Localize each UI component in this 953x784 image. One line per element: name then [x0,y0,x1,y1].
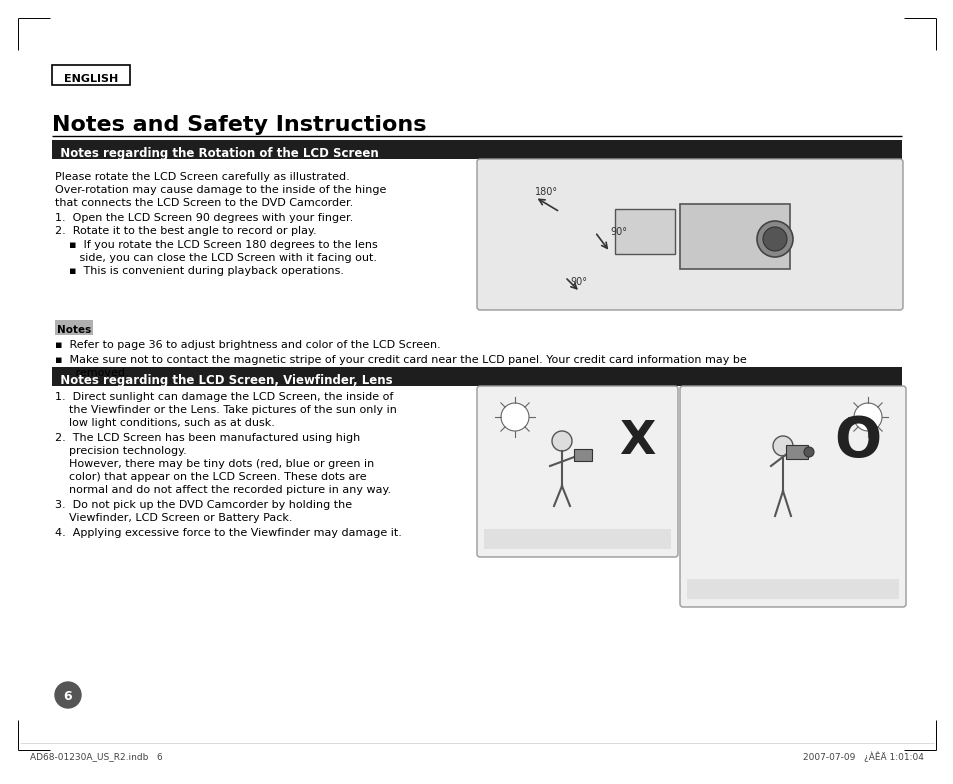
Circle shape [757,221,792,257]
Text: 1.  Open the LCD Screen 90 degrees with your finger.: 1. Open the LCD Screen 90 degrees with y… [55,213,353,223]
Text: 180°: 180° [535,187,558,197]
Text: 1.  Direct sunlight can damage the LCD Screen, the inside of: 1. Direct sunlight can damage the LCD Sc… [55,392,393,402]
Text: AD68-01230A_US_R2.indb   6: AD68-01230A_US_R2.indb 6 [30,752,163,761]
FancyBboxPatch shape [476,159,902,310]
Bar [679,204,789,269]
Text: 2.  The LCD Screen has been manufactured using high: 2. The LCD Screen has been manufactured … [55,433,360,443]
Text: Notes regarding the LCD Screen, Viewfinder, Lens: Notes regarding the LCD Screen, Viewfind… [52,373,393,387]
Text: precision technology.: precision technology. [69,446,187,456]
Text: the Viewfinder or the Lens. Take pictures of the sun only in: the Viewfinder or the Lens. Take picture… [69,405,396,415]
Text: ▪  Refer to page 36 to adjust brightness and color of the LCD Screen.: ▪ Refer to page 36 to adjust brightness … [55,340,440,350]
Circle shape [803,447,813,457]
Text: color) that appear on the LCD Screen. These dots are: color) that appear on the LCD Screen. Th… [69,472,366,482]
Text: low light conditions, such as at dusk.: low light conditions, such as at dusk. [69,418,274,428]
Text: However, there may be tiny dots (red, blue or green in: However, there may be tiny dots (red, bl… [69,459,374,469]
Bar [785,445,807,459]
Bar [686,579,898,599]
FancyBboxPatch shape [679,386,905,607]
Circle shape [772,436,792,456]
Circle shape [762,227,786,251]
Text: Viewfinder, LCD Screen or Battery Pack.: Viewfinder, LCD Screen or Battery Pack. [69,513,293,523]
Text: Over-rotation may cause damage to the inside of the hinge: Over-rotation may cause damage to the in… [55,185,386,195]
Text: 2.  Rotate it to the best angle to record or play.: 2. Rotate it to the best angle to record… [55,226,316,236]
Bar [55,320,92,335]
Text: 6: 6 [64,691,72,703]
FancyBboxPatch shape [476,386,678,557]
Text: removed.: removed. [65,368,129,378]
Text: Notes regarding the Rotation of the LCD Screen: Notes regarding the Rotation of the LCD … [52,147,378,159]
Circle shape [552,431,572,451]
Text: O: O [834,414,881,468]
Text: 4.  Applying excessive force to the Viewfinder may damage it.: 4. Applying excessive force to the Viewf… [55,528,401,538]
Bar [52,367,901,386]
Circle shape [853,403,882,431]
Text: 2007-07-09   ¿ÀÊÄ 1:01:04: 2007-07-09 ¿ÀÊÄ 1:01:04 [802,752,923,763]
Text: that connects the LCD Screen to the DVD Camcorder.: that connects the LCD Screen to the DVD … [55,198,353,208]
Text: 90°: 90° [569,277,586,287]
Circle shape [500,403,529,431]
Text: ▪  Make sure not to contact the magnetic stripe of your credit card near the LCD: ▪ Make sure not to contact the magnetic … [55,355,746,365]
Text: Notes and Safety Instructions: Notes and Safety Instructions [52,115,426,135]
Text: Please rotate the LCD Screen carefully as illustrated.: Please rotate the LCD Screen carefully a… [55,172,350,182]
Text: normal and do not affect the recorded picture in any way.: normal and do not affect the recorded pi… [69,485,391,495]
Bar [52,140,901,159]
Bar [615,209,675,254]
Text: ENGLISH: ENGLISH [64,74,118,84]
Bar [483,529,670,549]
Text: ▪  If you rotate the LCD Screen 180 degrees to the lens: ▪ If you rotate the LCD Screen 180 degre… [69,240,377,250]
Text: ▪  This is convenient during playback operations.: ▪ This is convenient during playback ope… [69,266,344,276]
Bar [574,449,592,461]
Text: Notes: Notes [57,325,91,335]
Text: 90°: 90° [609,227,626,237]
Text: X: X [618,419,655,464]
Circle shape [55,682,81,708]
Text: side, you can close the LCD Screen with it facing out.: side, you can close the LCD Screen with … [69,253,376,263]
Text: 3.  Do not pick up the DVD Camcorder by holding the: 3. Do not pick up the DVD Camcorder by h… [55,500,352,510]
Bar [52,65,130,85]
